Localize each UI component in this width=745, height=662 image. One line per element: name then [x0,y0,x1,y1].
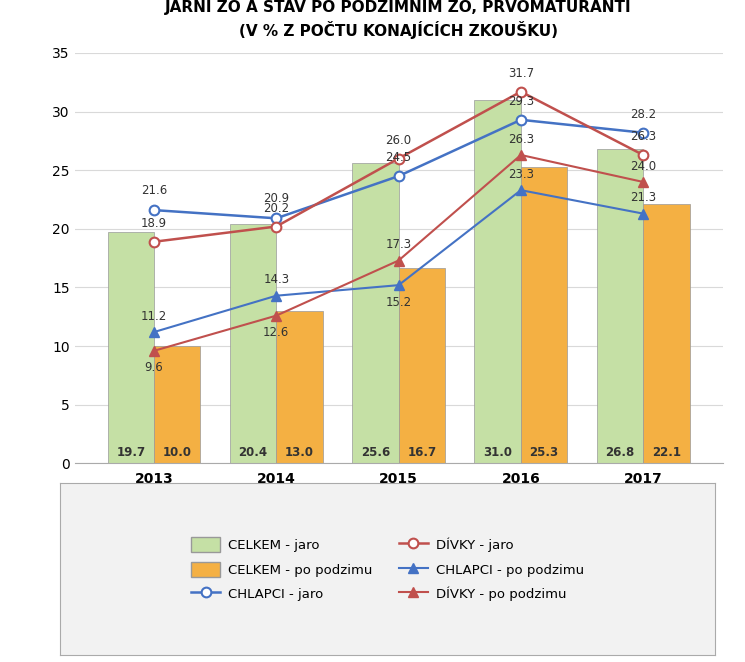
Text: 15.2: 15.2 [385,296,412,308]
DÍVKY - jaro [516,87,525,95]
Text: 13.0: 13.0 [285,446,314,459]
Text: 31.7: 31.7 [508,67,534,80]
Title: ČISTÁ NEÚSPĚŠNOST - NĚMČINA - PODLE POHLAVÍ
JARNÍ ZO A STAV PO PODZIMNÍM ZO, PRV: ČISTÁ NEÚSPĚŠNOST - NĚMČINA - PODLE POHL… [165,0,632,39]
Text: 14.3: 14.3 [263,273,289,287]
Text: 9.6: 9.6 [145,361,163,374]
CHLAPCI - jaro [638,128,647,136]
DÍVKY - po podzimu [516,151,525,159]
Text: 25.3: 25.3 [530,446,559,459]
Bar [276,311,323,463]
Bar [229,224,276,463]
Line: DÍVKY - po podzimu: DÍVKY - po podzimu [149,150,648,355]
Bar [597,149,643,463]
Text: 24.0: 24.0 [630,160,656,173]
Bar [399,267,445,463]
Line: CHLAPCI - po podzimu: CHLAPCI - po podzimu [149,185,648,337]
DÍVKY - jaro [394,154,403,162]
Text: 26.3: 26.3 [630,130,656,143]
DÍVKY - po podzimu [638,178,647,186]
Text: 20.9: 20.9 [263,193,289,205]
Text: 21.3: 21.3 [630,191,656,205]
Text: 16.7: 16.7 [408,446,437,459]
Bar [643,205,690,463]
CHLAPCI - po podzimu [516,186,525,194]
Bar [521,167,568,463]
Text: 26.8: 26.8 [605,446,635,459]
Text: 11.2: 11.2 [141,310,167,322]
Text: 29.3: 29.3 [508,95,534,108]
CHLAPCI - jaro [394,172,403,180]
Text: 20.2: 20.2 [263,202,289,214]
Legend: CELKEM - jaro, CELKEM - po podzimu, CHLAPCI - jaro, DÍVKY - jaro, CHLAPCI - po p: CELKEM - jaro, CELKEM - po podzimu, CHLA… [180,527,595,612]
CHLAPCI - jaro [516,116,525,124]
CHLAPCI - po podzimu [638,210,647,218]
Text: 25.6: 25.6 [361,446,390,459]
Bar [154,346,200,463]
Text: 26.3: 26.3 [508,132,534,146]
Bar [352,164,399,463]
Text: 10.0: 10.0 [162,446,191,459]
Text: 19.7: 19.7 [116,446,145,459]
Text: 22.1: 22.1 [652,446,681,459]
Line: CHLAPCI - jaro: CHLAPCI - jaro [149,115,648,223]
DÍVKY - jaro [638,151,647,159]
Text: 20.4: 20.4 [238,446,267,459]
DÍVKY - jaro [272,222,281,230]
CHLAPCI - po podzimu [272,292,281,300]
Text: 26.0: 26.0 [385,134,412,147]
DÍVKY - po podzimu [272,312,281,320]
Text: 23.3: 23.3 [508,167,534,181]
Text: 17.3: 17.3 [385,238,412,251]
CHLAPCI - jaro [150,206,159,214]
Line: DÍVKY - jaro: DÍVKY - jaro [149,87,648,247]
DÍVKY - po podzimu [394,257,403,265]
Text: 31.0: 31.0 [483,446,512,459]
CHLAPCI - po podzimu [150,328,159,336]
Text: 18.9: 18.9 [141,217,167,230]
Bar [475,100,521,463]
CHLAPCI - po podzimu [394,281,403,289]
Text: 24.5: 24.5 [385,152,412,164]
Text: 21.6: 21.6 [141,184,167,197]
DÍVKY - po podzimu [150,347,159,355]
Text: 28.2: 28.2 [630,108,656,121]
CHLAPCI - jaro [272,214,281,222]
DÍVKY - jaro [150,238,159,246]
Text: 12.6: 12.6 [263,326,289,339]
Bar [107,232,154,463]
